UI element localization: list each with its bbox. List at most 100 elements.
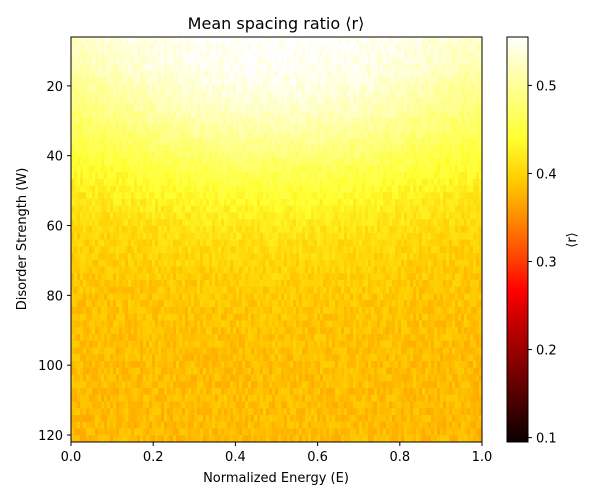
heatmap-cell (107, 273, 111, 281)
heatmap-cell (281, 104, 285, 112)
heatmap-cell (143, 50, 147, 58)
heatmap-cell (467, 64, 471, 72)
heatmap-cell (467, 37, 471, 45)
heatmap-cell (470, 43, 474, 51)
heatmap-cell (194, 178, 198, 186)
heatmap-cell (230, 246, 234, 254)
heatmap-cell (224, 199, 228, 207)
heatmap-cell (209, 266, 213, 274)
heatmap-cell (260, 158, 264, 166)
heatmap-cell (158, 111, 162, 119)
heatmap-cell (194, 131, 198, 139)
heatmap-cell (146, 84, 150, 92)
heatmap-cell (476, 259, 480, 267)
heatmap-cell (386, 266, 390, 274)
heatmap-cell (251, 70, 255, 78)
heatmap-cell (314, 199, 318, 207)
heatmap-cell (341, 64, 345, 72)
heatmap-cell (92, 226, 96, 234)
heatmap-cell (248, 205, 252, 213)
heatmap-cell (140, 185, 144, 193)
heatmap-cell (299, 91, 303, 99)
heatmap-cell (119, 212, 123, 220)
heatmap-cell (158, 212, 162, 220)
heatmap-cell (467, 178, 471, 186)
heatmap-cell (254, 57, 258, 65)
heatmap-cell (311, 172, 315, 180)
heatmap-cell (473, 246, 477, 254)
heatmap-cell (470, 172, 474, 180)
heatmap-cell (287, 192, 291, 200)
heatmap-cell (467, 124, 471, 132)
heatmap-cell (353, 84, 357, 92)
heatmap-cell (296, 37, 300, 45)
heatmap-cell (98, 246, 102, 254)
heatmap-cell (227, 158, 231, 166)
heatmap-cell (128, 158, 132, 166)
heatmap-cell (422, 97, 426, 105)
heatmap-cell (479, 97, 482, 105)
heatmap-cell (203, 50, 207, 58)
heatmap-cell (353, 205, 357, 213)
heatmap-cell (431, 266, 435, 274)
heatmap-cell (461, 50, 465, 58)
heatmap-cell (380, 104, 384, 112)
heatmap-cell (77, 232, 81, 240)
heatmap-cell (206, 259, 210, 267)
heatmap-cell (140, 104, 144, 112)
heatmap-cell (260, 97, 264, 105)
heatmap-cell (221, 199, 225, 207)
heatmap-cell (263, 118, 267, 126)
heatmap-cell (338, 246, 342, 254)
heatmap-cell (449, 138, 453, 146)
heatmap-cell (287, 97, 291, 105)
heatmap-cell (335, 138, 339, 146)
heatmap-cell (170, 253, 174, 261)
heatmap-cell (185, 84, 189, 92)
heatmap-cell (383, 111, 387, 119)
heatmap-cell (359, 232, 363, 240)
heatmap-cell (254, 232, 258, 240)
heatmap-cell (404, 239, 408, 247)
heatmap-cell (440, 111, 444, 119)
heatmap-cell (143, 165, 147, 173)
heatmap-cell (173, 253, 177, 261)
heatmap-cell (182, 246, 186, 254)
heatmap-cell (269, 104, 273, 112)
heatmap-cell (218, 124, 222, 132)
heatmap-cell (209, 151, 213, 159)
heatmap-cell (353, 273, 357, 281)
heatmap-cell (203, 124, 207, 132)
heatmap-cell (350, 185, 354, 193)
heatmap-cell (119, 192, 123, 200)
heatmap-cell (233, 192, 237, 200)
heatmap-cell (476, 266, 480, 274)
heatmap-cell (323, 259, 327, 267)
heatmap-cell (287, 151, 291, 159)
heatmap-cell (443, 37, 447, 45)
heatmap-cell (455, 253, 459, 261)
heatmap-cell (260, 199, 264, 207)
heatmap-cell (398, 165, 402, 173)
heatmap-cell (116, 84, 120, 92)
heatmap-cell (413, 212, 417, 220)
heatmap-cell (392, 84, 396, 92)
heatmap-cell (296, 77, 300, 85)
heatmap-cell (203, 64, 207, 72)
heatmap-cell (275, 165, 279, 173)
heatmap-cell (290, 273, 294, 281)
heatmap-cell (338, 232, 342, 240)
heatmap-cell (368, 199, 372, 207)
heatmap-cell (242, 226, 246, 234)
heatmap-cell (281, 37, 285, 45)
heatmap-cell (278, 259, 282, 267)
heatmap-cell (443, 111, 447, 119)
heatmap-cell (278, 50, 282, 58)
heatmap-cell (473, 239, 477, 247)
heatmap-cell (203, 131, 207, 139)
heatmap-cell (152, 273, 156, 281)
heatmap-cell (263, 70, 267, 78)
heatmap-cell (248, 158, 252, 166)
heatmap-cell (236, 124, 240, 132)
heatmap-cell (350, 43, 354, 51)
